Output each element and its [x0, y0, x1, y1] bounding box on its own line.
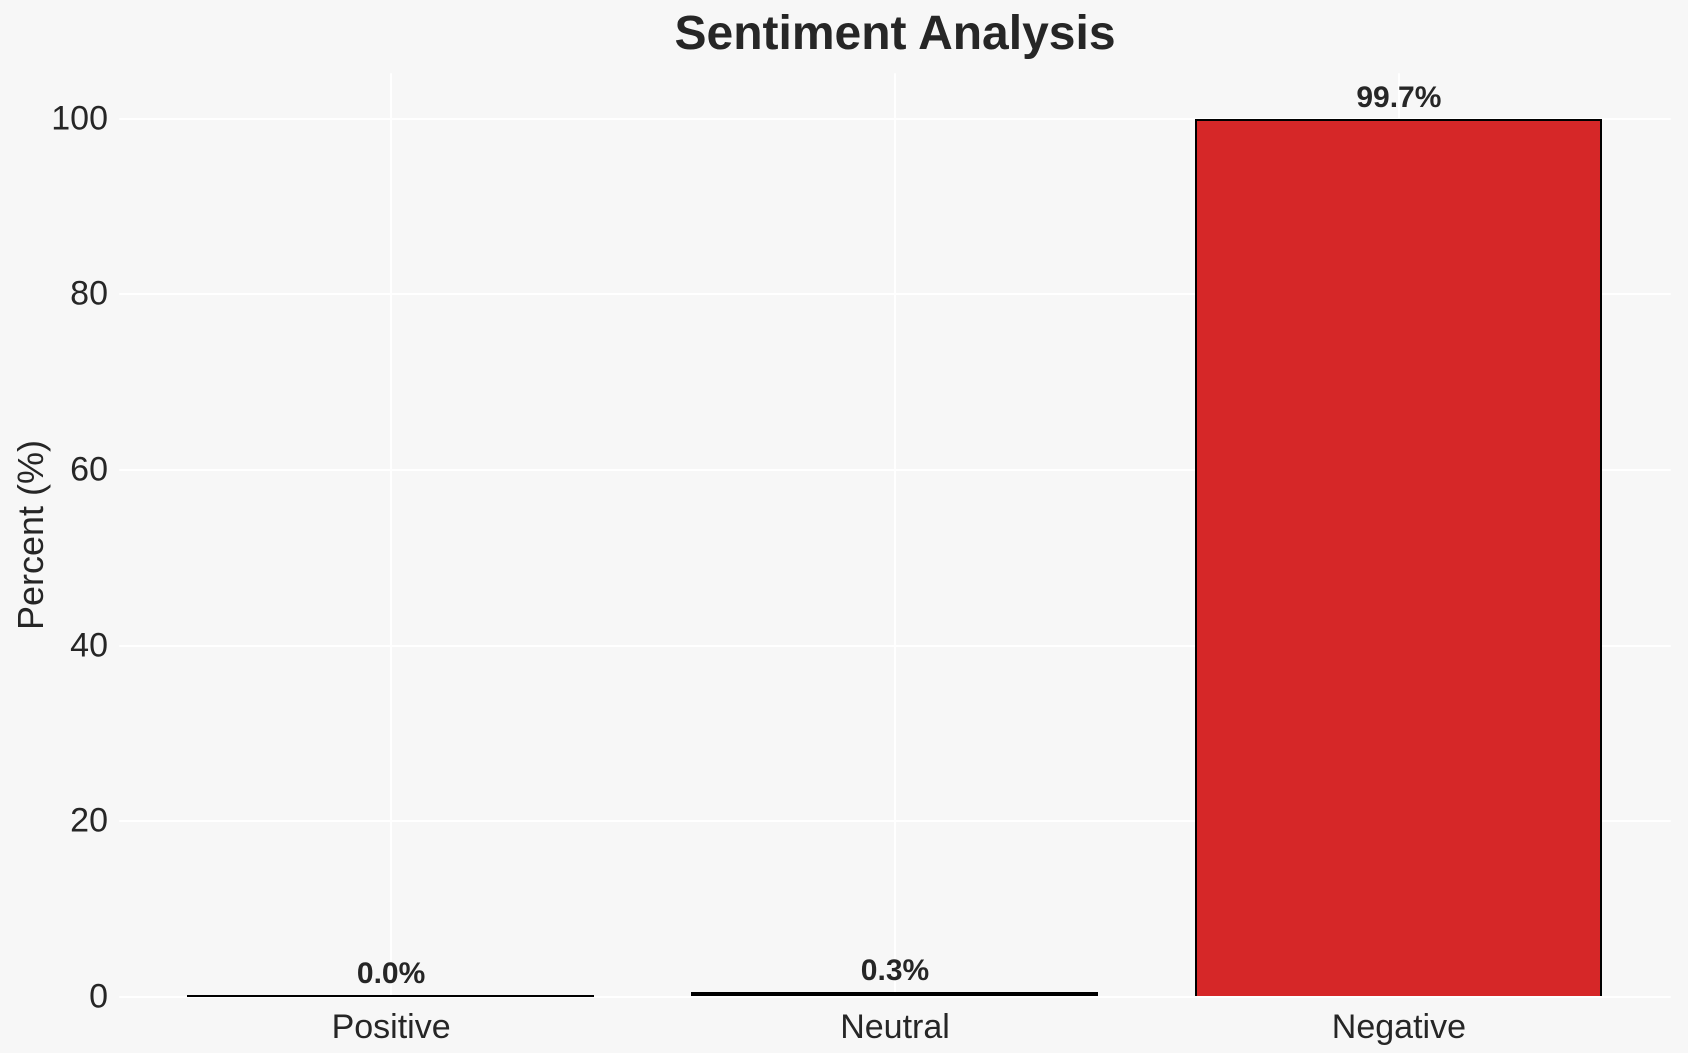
- y-tick-label: 40: [70, 625, 108, 664]
- bar-value-label: 99.7%: [1356, 80, 1442, 114]
- bar-neutral: [690, 991, 1099, 997]
- y-tick-label: 60: [70, 450, 108, 489]
- y-tick-label: 100: [51, 98, 108, 137]
- h-gridline: [119, 996, 1671, 998]
- bar-positive: [187, 994, 595, 997]
- chart-title: Sentiment Analysis: [674, 7, 1116, 60]
- y-tick-label: 0: [89, 977, 108, 1016]
- v-gridline: [894, 73, 896, 997]
- v-gridline: [390, 73, 393, 997]
- x-tick-label-neutral: Neutral: [840, 1008, 950, 1046]
- y-tick-label: 80: [70, 274, 108, 313]
- bar-value-label: 0.3%: [860, 953, 930, 987]
- bar-negative: [1194, 118, 1602, 997]
- y-tick-label: 20: [70, 801, 108, 840]
- x-tick-label-positive: Positive: [331, 1008, 451, 1046]
- bar-value-label: 0.0%: [356, 956, 426, 990]
- x-tick-label-negative: Negative: [1331, 1008, 1466, 1046]
